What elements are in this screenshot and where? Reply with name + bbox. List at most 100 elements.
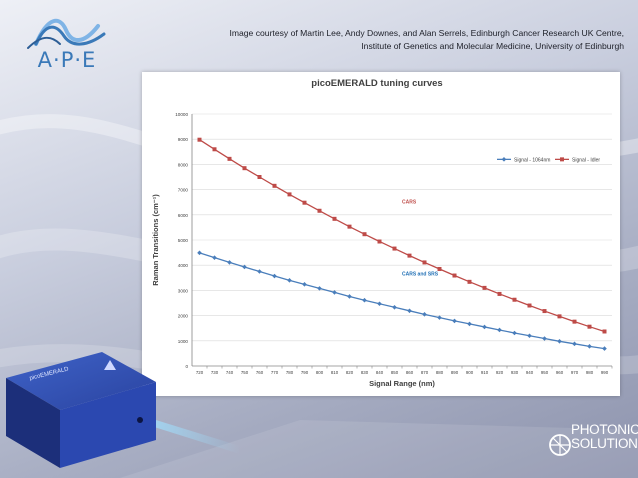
data-point-1064: [527, 333, 532, 339]
y-tick-label: 6000: [178, 213, 189, 218]
x-tick-label: 900: [466, 370, 474, 375]
data-point-idler: [587, 324, 592, 329]
x-axis-label: Signal Range (nm): [369, 379, 435, 388]
series-line-1: [199, 252, 605, 350]
data-point-idler: [437, 266, 442, 271]
picoemerald-device-icon: picoEMERALD: [6, 352, 240, 468]
image-courtesy-text: Image courtesy of Martin Lee, Andy Downe…: [204, 27, 624, 52]
data-point-1064: [422, 312, 427, 317]
chart-title: picoEMERALD tuning curves: [311, 78, 442, 89]
data-point-1064: [557, 339, 562, 344]
legend-entry-1: Signal - 1064nm: [514, 157, 550, 163]
x-tick-label: 780: [286, 370, 294, 375]
data-point-1064: [437, 315, 442, 320]
data-point-1064: [332, 290, 337, 295]
data-point-idler: [557, 314, 562, 319]
x-tick-label: 720: [196, 370, 204, 375]
x-tick-label: 790: [301, 370, 309, 375]
data-point-idler: [257, 175, 262, 179]
x-tick-label: 740: [226, 370, 234, 375]
data-point-idler: [422, 260, 427, 265]
data-point-idler: [467, 279, 472, 284]
chart-panel: picoEMERALD tuning curves Raman Transiti…: [142, 72, 620, 396]
x-tick-label: 820: [346, 370, 354, 375]
data-point-1064: [467, 321, 472, 327]
data-point-idler: [527, 303, 532, 308]
x-tick-label: 960: [556, 370, 564, 375]
data-point-1064: [302, 282, 307, 287]
data-point-1064: [257, 269, 262, 274]
data-point-1064: [377, 301, 382, 307]
x-tick-label: 870: [421, 370, 429, 375]
data-point-1064: [512, 330, 517, 336]
annotation-1: CARS: [402, 199, 417, 205]
x-tick-label: 760: [256, 370, 264, 375]
data-point-idler: [407, 253, 412, 258]
x-tick-label: 970: [571, 370, 579, 375]
data-point-1064: [347, 294, 352, 299]
data-point-1064: [362, 297, 367, 303]
annotation-2: CARS and SRS: [402, 271, 439, 277]
data-point-idler: [227, 156, 232, 161]
x-tick-label: 990: [601, 370, 609, 375]
data-point-1064: [212, 255, 217, 260]
data-point-1064: [317, 286, 322, 291]
tuning-curves-chart: picoEMERALD tuning curves Raman Transiti…: [151, 78, 613, 388]
data-point-1064: [572, 341, 577, 347]
photonic-solutions-logo-icon: [549, 434, 571, 456]
y-tick-label: 4000: [178, 263, 189, 268]
data-point-1064: [197, 250, 202, 256]
data-point-1064: [602, 346, 607, 351]
x-tick-label: 930: [511, 370, 519, 375]
photonic-line-1: PHOTONIC: [571, 422, 638, 437]
data-point-idler: [572, 319, 577, 324]
data-point-1064: [482, 324, 487, 330]
legend-entry-2: Signal - Idler: [572, 157, 600, 163]
legend-marker: [560, 157, 564, 162]
x-tick-label: 910: [481, 370, 489, 375]
x-tick-label: 890: [451, 370, 459, 375]
data-point-idler: [302, 200, 307, 205]
data-point-idler: [272, 183, 277, 188]
data-point-idler: [512, 297, 517, 302]
x-tick-label: 730: [211, 370, 219, 375]
data-point-1064: [227, 260, 232, 265]
y-tick-label: 8000: [178, 162, 189, 167]
data-point-idler: [212, 147, 217, 152]
data-point-1064: [392, 304, 397, 310]
x-tick-label: 880: [436, 370, 444, 375]
data-point-1064: [287, 278, 292, 283]
ape-logo-icon: [27, 18, 106, 49]
photonic-solutions-wordmark: PHOTONIC SOLUTIONS: [571, 423, 638, 451]
data-point-idler: [347, 224, 352, 229]
plot-area: 0 1000 2000 3000 4000 5000 6000 7000 8000 9000 100…: [175, 112, 613, 375]
x-tick-label: 950: [541, 370, 549, 375]
data-point-1064: [407, 308, 412, 314]
x-tick-label: 830: [361, 370, 369, 375]
y-tick-label: 7000: [178, 188, 189, 193]
x-tick-label: 920: [496, 370, 504, 375]
data-point-1064: [242, 264, 247, 270]
ape-logo-text: A·P·E: [37, 48, 97, 72]
data-point-idler: [497, 291, 502, 296]
data-point-1064: [542, 336, 547, 341]
courtesy-line-2: Institute of Genetics and Molecular Medi…: [361, 40, 624, 51]
series-line-2: [199, 139, 605, 333]
data-point-idler: [482, 285, 487, 290]
data-point-idler: [242, 166, 247, 171]
data-point-idler: [197, 137, 202, 142]
y-axis-label: Raman Transitions (cm⁻¹): [151, 194, 160, 286]
x-tick-label: 980: [586, 370, 594, 375]
y-tick-label: 1000: [178, 339, 189, 344]
y-tick-label: 10000: [175, 112, 188, 117]
x-tick-label: 750: [241, 370, 249, 375]
x-tick-label: 800: [316, 370, 324, 375]
courtesy-line-1: Image courtesy of Martin Lee, Andy Downe…: [229, 28, 624, 38]
x-tick-label: 840: [376, 370, 384, 375]
data-point-idler: [332, 216, 337, 221]
data-point-idler: [362, 232, 367, 237]
x-tick-label: 810: [331, 370, 339, 375]
y-tick-label: 2000: [178, 314, 189, 319]
data-point-idler: [452, 273, 457, 278]
x-tick-label: 850: [391, 370, 399, 375]
